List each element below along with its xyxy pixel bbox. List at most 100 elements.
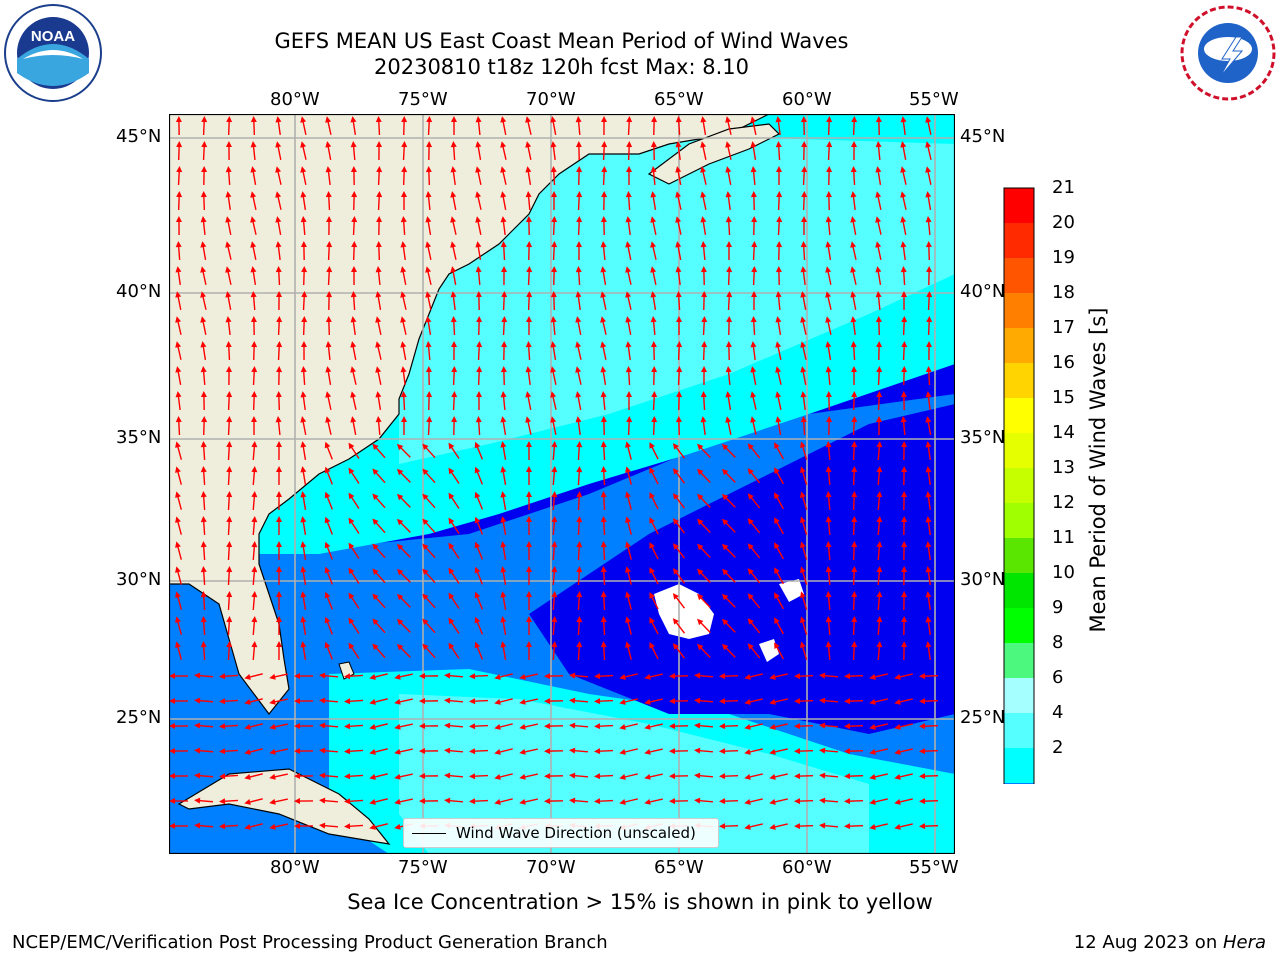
- wind-wave-arrow: [300, 366, 307, 386]
- wind-wave-arrow: [300, 466, 307, 485]
- wind-wave-arrow: [851, 141, 858, 161]
- wind-wave-arrow: [725, 141, 732, 160]
- wind-wave-arrow: [451, 416, 458, 436]
- wind-wave-arrow: [697, 493, 711, 508]
- wind-wave-arrow: [251, 341, 258, 361]
- wind-wave-arrow: [644, 798, 663, 805]
- wind-wave-arrow: [799, 466, 808, 485]
- wind-wave-arrow: [575, 116, 582, 136]
- wind-wave-arrow: [675, 216, 682, 235]
- wind-wave-arrow: [799, 591, 808, 610]
- wind-wave-arrow: [500, 441, 507, 460]
- wind-wave-arrow: [276, 541, 283, 561]
- wind-wave-arrow: [869, 823, 888, 830]
- nws-logo: [1178, 3, 1278, 103]
- wind-wave-arrow: [348, 542, 360, 559]
- wind-wave-arrow: [697, 618, 711, 633]
- wind-wave-arrow: [719, 773, 739, 780]
- wind-wave-arrow: [226, 116, 233, 136]
- wind-wave-arrow: [719, 823, 739, 830]
- wind-wave-arrow: [794, 748, 814, 755]
- wind-wave-arrow: [619, 748, 638, 755]
- wind-wave-arrow: [344, 773, 364, 780]
- wind-wave-arrow: [669, 773, 689, 780]
- wind-wave-arrow: [569, 772, 589, 779]
- wind-wave-arrow: [819, 772, 839, 779]
- wind-wave-arrow: [225, 216, 232, 235]
- wind-wave-arrow: [444, 747, 464, 754]
- wind-wave-arrow: [350, 266, 357, 286]
- wind-wave-arrow: [594, 748, 614, 755]
- wind-wave-arrow: [350, 341, 357, 360]
- wind-wave-arrow: [701, 366, 708, 386]
- wind-wave-arrow: [324, 516, 333, 535]
- wind-wave-arrow: [876, 541, 883, 561]
- wind-wave-arrow: [376, 191, 383, 211]
- wind-wave-arrow: [901, 316, 908, 336]
- band-6-8-south: [399, 694, 869, 854]
- wind-wave-arrow: [744, 798, 763, 805]
- wind-wave-arrow: [351, 191, 358, 211]
- wind-wave-arrow: [448, 642, 460, 659]
- wind-wave-arrow: [444, 797, 464, 804]
- wind-wave-arrow: [425, 366, 432, 386]
- wind-wave-arrow: [325, 191, 332, 211]
- wind-wave-arrow: [672, 618, 686, 634]
- wind-wave-arrow: [269, 698, 288, 705]
- wind-wave-arrow: [575, 291, 582, 311]
- wind-wave-arrow: [851, 566, 858, 586]
- wind-wave-arrow: [769, 673, 788, 680]
- wind-wave-arrow: [551, 516, 558, 536]
- wind-wave-arrow: [721, 493, 736, 508]
- wind-wave-arrow: [626, 391, 633, 411]
- wind-wave-arrow: [501, 266, 508, 286]
- wind-wave-arrow: [769, 748, 788, 755]
- wind-wave-arrow: [475, 116, 482, 136]
- wind-wave-arrow: [925, 391, 932, 411]
- wind-wave-arrow: [894, 798, 913, 805]
- wind-wave-arrow: [594, 798, 614, 805]
- wind-wave-arrow: [176, 166, 183, 186]
- wind-wave-arrow: [226, 566, 233, 586]
- wind-wave-arrow: [575, 316, 582, 335]
- wind-wave-arrow: [451, 341, 458, 361]
- wind-wave-arrow: [825, 516, 832, 536]
- wind-wave-arrow: [775, 266, 782, 286]
- lon-label-bottom: 60°W: [782, 857, 832, 878]
- wind-wave-arrow: [319, 722, 339, 729]
- wind-wave-arrow: [644, 773, 663, 780]
- wind-wave-arrow: [324, 541, 333, 560]
- wind-wave-arrow: [747, 468, 761, 484]
- wind-wave-arrow: [925, 616, 932, 636]
- wind-wave-arrow: [900, 416, 907, 436]
- wind-wave-arrow: [649, 467, 659, 485]
- wind-wave-arrow: [925, 116, 932, 135]
- wind-wave-arrow: [250, 316, 257, 336]
- wind-wave-arrow: [625, 241, 632, 260]
- wind-wave-arrow: [800, 366, 807, 385]
- wind-wave-arrow: [251, 441, 258, 461]
- wind-wave-arrow: [600, 391, 607, 411]
- wind-wave-arrow: [275, 116, 282, 136]
- wind-wave-arrow: [175, 366, 182, 385]
- wind-wave-arrow: [372, 543, 386, 559]
- wind-wave-arrow: [825, 491, 832, 511]
- wind-wave-arrow: [275, 166, 282, 185]
- wind-wave-arrow: [525, 641, 532, 661]
- wind-wave-arrow: [351, 241, 358, 261]
- wind-wave-arrow: [600, 641, 607, 661]
- wind-wave-arrow: [876, 441, 883, 461]
- wind-wave-arrow: [394, 748, 413, 755]
- wind-wave-arrow: [825, 191, 832, 211]
- wind-wave-arrow: [919, 723, 939, 730]
- wind-wave-arrow: [819, 697, 839, 704]
- wind-wave-arrow: [825, 591, 832, 611]
- wind-wave-arrow: [326, 266, 333, 286]
- wind-wave-arrow: [426, 391, 433, 411]
- wind-wave-arrow: [301, 316, 308, 336]
- wind-wave-arrow: [244, 798, 263, 805]
- wind-wave-arrow: [919, 798, 939, 805]
- wind-wave-arrow: [600, 316, 607, 335]
- wind-wave-arrow: [875, 291, 882, 311]
- wind-wave-arrow: [348, 592, 360, 609]
